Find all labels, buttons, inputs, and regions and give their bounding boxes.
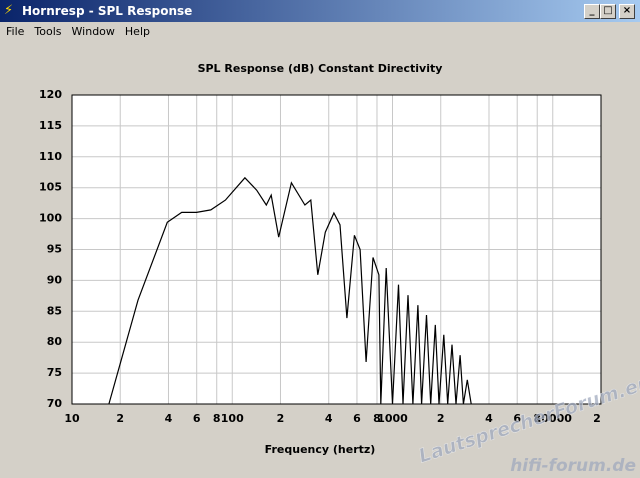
spl-curve bbox=[108, 176, 472, 404]
menu-item[interactable]: Window bbox=[71, 25, 115, 38]
x-tick-label: 8 bbox=[373, 412, 381, 425]
x-tick-label: 6 bbox=[193, 412, 201, 425]
watermark: hifi-forum.de bbox=[510, 456, 636, 476]
x-tick-label: 1000 bbox=[377, 412, 408, 425]
window-title: Hornresp - SPL Response bbox=[22, 4, 193, 18]
y-tick-label: 95 bbox=[47, 243, 62, 256]
y-tick-label: 85 bbox=[47, 304, 62, 317]
y-tick-label: 120 bbox=[39, 88, 62, 101]
x-tick-label: 10 bbox=[64, 412, 80, 425]
y-tick-label: 90 bbox=[47, 273, 63, 286]
x-tick-label: 6 bbox=[513, 412, 521, 425]
x-tick-label: 10000 bbox=[534, 412, 573, 425]
y-tick-label: 105 bbox=[39, 181, 62, 194]
x-tick-label: 8 bbox=[533, 412, 541, 425]
title-bar: ⚡ Hornresp - SPL Response _ □ × bbox=[0, 0, 640, 22]
y-tick-label: 115 bbox=[39, 119, 62, 132]
close-button[interactable]: × bbox=[619, 4, 635, 19]
minimize-button[interactable]: _ bbox=[584, 4, 600, 19]
x-tick-label: 8 bbox=[213, 412, 221, 425]
menu-bar: File Tools Window Help bbox=[0, 22, 640, 42]
y-tick-label: 110 bbox=[39, 150, 62, 163]
menu-item[interactable]: File bbox=[6, 25, 25, 38]
menu-item[interactable]: Help bbox=[124, 25, 150, 38]
x-tick-label: 4 bbox=[325, 412, 333, 425]
y-tick-label: 100 bbox=[39, 212, 62, 225]
plot-border bbox=[71, 94, 602, 405]
x-tick-label: 2 bbox=[116, 412, 124, 425]
x-tick-label: 2 bbox=[277, 412, 285, 425]
x-tick-label: 2 bbox=[437, 412, 445, 425]
x-tick-label: 4 bbox=[165, 412, 173, 425]
x-axis-label: Frequency (hertz) bbox=[265, 443, 376, 456]
x-tick-label: 6 bbox=[353, 412, 361, 425]
y-tick-label: 75 bbox=[47, 366, 62, 379]
x-tick-label: 100 bbox=[221, 412, 244, 425]
menu-item[interactable]: Tools bbox=[34, 25, 62, 38]
y-tick-label: 70 bbox=[47, 397, 63, 410]
x-tick-label: 4 bbox=[485, 412, 493, 425]
maximize-button[interactable]: □ bbox=[600, 4, 616, 19]
x-tick-label: 2 bbox=[593, 412, 601, 425]
app-icon: ⚡ bbox=[4, 3, 14, 18]
chart-title: SPL Response (dB) Constant Directivity bbox=[198, 62, 443, 75]
y-tick-label: 80 bbox=[47, 335, 63, 348]
